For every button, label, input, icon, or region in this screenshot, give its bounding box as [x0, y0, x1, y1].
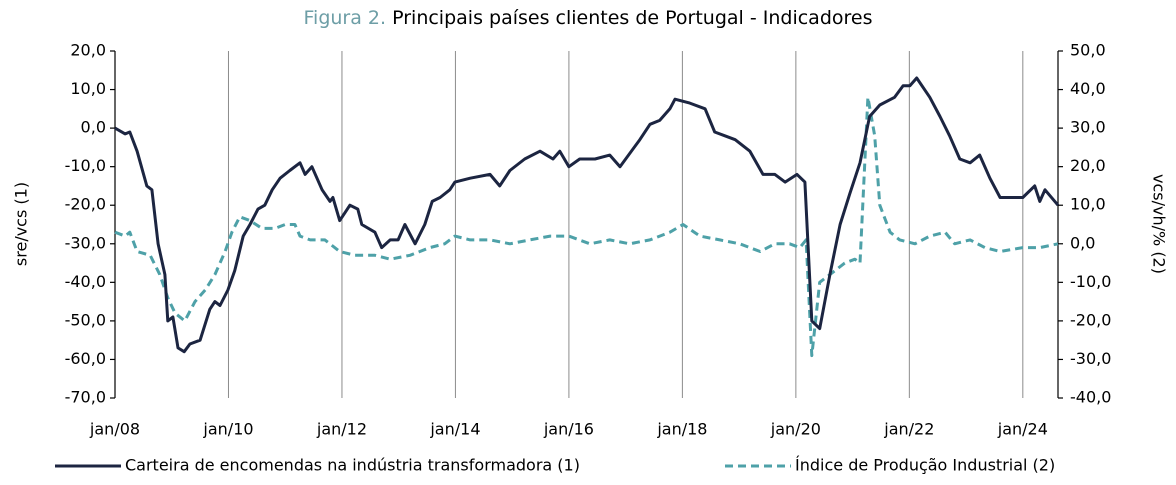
y2-tick-label: 50,0: [1070, 41, 1106, 60]
y2-axis-label: vcs/vh/% (2): [1150, 174, 1169, 274]
legend-label: Carteira de encomendas na indústria tran…: [125, 456, 580, 475]
y-tick-label: -10,0: [65, 156, 106, 175]
x-tick-label: jan/20: [770, 420, 821, 439]
y2-tick-label: -40,0: [1070, 388, 1111, 407]
series-line: [114, 95, 1059, 358]
y-axis-label: sre/vcs (1): [12, 182, 31, 266]
y-tick-label: 0,0: [81, 118, 106, 137]
y2-tick-label: -20,0: [1070, 310, 1111, 329]
x-tick-label: jan/14: [429, 420, 480, 439]
y-tick-label: 10,0: [70, 79, 106, 98]
legend-label: Índice de Produção Industrial (2): [795, 456, 1055, 475]
y-tick-label: -40,0: [65, 272, 106, 291]
y-tick-label: -70,0: [65, 388, 106, 407]
x-tick-label: jan/10: [202, 420, 253, 439]
chart-title: Figura 2. Principais países clientes de …: [304, 7, 873, 29]
title-text: Principais países clientes de Portugal -…: [392, 7, 872, 29]
x-tick-label: jan/12: [316, 420, 367, 439]
y-tick-label: -50,0: [65, 310, 106, 329]
x-tick-label: jan/18: [656, 420, 707, 439]
y-tick-label: -60,0: [65, 349, 106, 368]
y2-tick-label: 40,0: [1070, 79, 1106, 98]
y2-tick-label: -30,0: [1070, 349, 1111, 368]
x-tick-label: jan/24: [997, 420, 1048, 439]
x-tick-label: jan/08: [89, 420, 140, 439]
x-tick-label: jan/22: [883, 420, 934, 439]
y-tick-label: -30,0: [65, 233, 106, 252]
y2-tick-label: 0,0: [1070, 233, 1095, 252]
y2-tick-label: 10,0: [1070, 195, 1106, 214]
y2-tick-label: -10,0: [1070, 272, 1111, 291]
x-tick-label: jan/16: [543, 420, 594, 439]
series-line: [114, 76, 1060, 354]
title-label: Figura 2.: [304, 7, 387, 29]
y-tick-label: 20,0: [70, 41, 106, 60]
y2-tick-label: 30,0: [1070, 118, 1106, 137]
y-tick-label: -20,0: [65, 195, 106, 214]
y2-tick-label: 20,0: [1070, 156, 1106, 175]
